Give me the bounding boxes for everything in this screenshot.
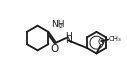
Text: O: O	[50, 44, 59, 54]
Text: NH: NH	[51, 20, 64, 29]
Text: N: N	[65, 36, 72, 45]
Text: H: H	[65, 32, 72, 41]
Text: CH₃: CH₃	[109, 36, 122, 42]
Text: 2: 2	[58, 24, 62, 29]
Text: O: O	[98, 38, 105, 47]
